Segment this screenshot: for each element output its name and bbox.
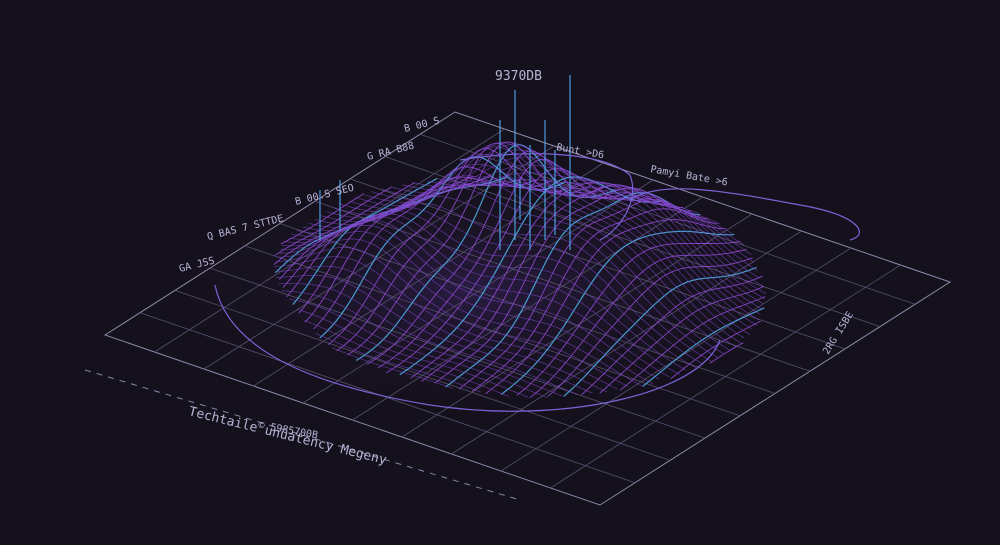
dashed-guide bbox=[84, 369, 521, 501]
mesh-line bbox=[279, 231, 654, 385]
mesh-line bbox=[289, 298, 548, 399]
peak-label: 9370DB bbox=[495, 69, 542, 84]
mesh-line bbox=[709, 342, 744, 364]
surface bbox=[273, 141, 767, 399]
mesh-line bbox=[427, 180, 767, 295]
mesh-line bbox=[280, 193, 365, 245]
mesh-line bbox=[547, 257, 753, 397]
grid-line bbox=[419, 133, 916, 305]
mesh-line bbox=[458, 199, 709, 390]
mesh-line bbox=[315, 333, 481, 393]
mesh-line bbox=[278, 283, 578, 395]
mesh-line bbox=[355, 144, 616, 362]
mesh-line bbox=[371, 149, 759, 321]
mesh-line bbox=[308, 196, 719, 359]
mesh-line bbox=[581, 275, 763, 395]
mesh-line bbox=[467, 176, 758, 271]
mesh-line bbox=[564, 180, 721, 225]
spikes bbox=[319, 75, 571, 250]
mesh-line bbox=[296, 308, 529, 398]
mesh-line bbox=[619, 296, 766, 391]
mesh-line bbox=[365, 144, 758, 326]
grid-line bbox=[349, 178, 846, 350]
mesh-line bbox=[283, 216, 681, 376]
mesh-line bbox=[452, 177, 761, 279]
mesh-line bbox=[348, 142, 751, 335]
mesh-line bbox=[289, 213, 687, 371]
mesh-line bbox=[277, 238, 643, 387]
grid-line bbox=[314, 200, 811, 372]
mesh-line bbox=[290, 210, 697, 369]
mesh-line bbox=[670, 320, 762, 380]
grid-line bbox=[550, 264, 901, 489]
mesh-line bbox=[381, 156, 761, 315]
mesh-line bbox=[332, 347, 453, 389]
mesh-line bbox=[402, 172, 764, 305]
mesh-line bbox=[485, 219, 726, 395]
mesh-line bbox=[275, 275, 593, 394]
mesh-line bbox=[274, 186, 392, 256]
mesh-line bbox=[354, 141, 752, 330]
grid-line bbox=[352, 196, 703, 421]
mesh-line bbox=[275, 247, 629, 387]
mesh-line bbox=[274, 256, 618, 390]
grid-line bbox=[451, 230, 802, 455]
mesh-line bbox=[500, 230, 735, 395]
mesh-line bbox=[302, 202, 713, 363]
mesh-line bbox=[438, 178, 764, 287]
mesh-line bbox=[273, 182, 415, 265]
mesh-line bbox=[482, 175, 755, 263]
mesh-line bbox=[540, 179, 733, 234]
mesh-line bbox=[338, 146, 745, 339]
plane-border bbox=[103, 111, 952, 506]
mesh-line bbox=[391, 164, 762, 310]
mesh-line bbox=[412, 179, 765, 300]
mesh-line bbox=[529, 248, 747, 399]
mesh-line bbox=[281, 290, 563, 397]
mesh-line bbox=[277, 265, 608, 393]
mesh-line bbox=[303, 320, 510, 397]
mesh-line bbox=[280, 225, 660, 380]
mesh-line bbox=[601, 186, 700, 214]
trace bbox=[214, 153, 860, 412]
